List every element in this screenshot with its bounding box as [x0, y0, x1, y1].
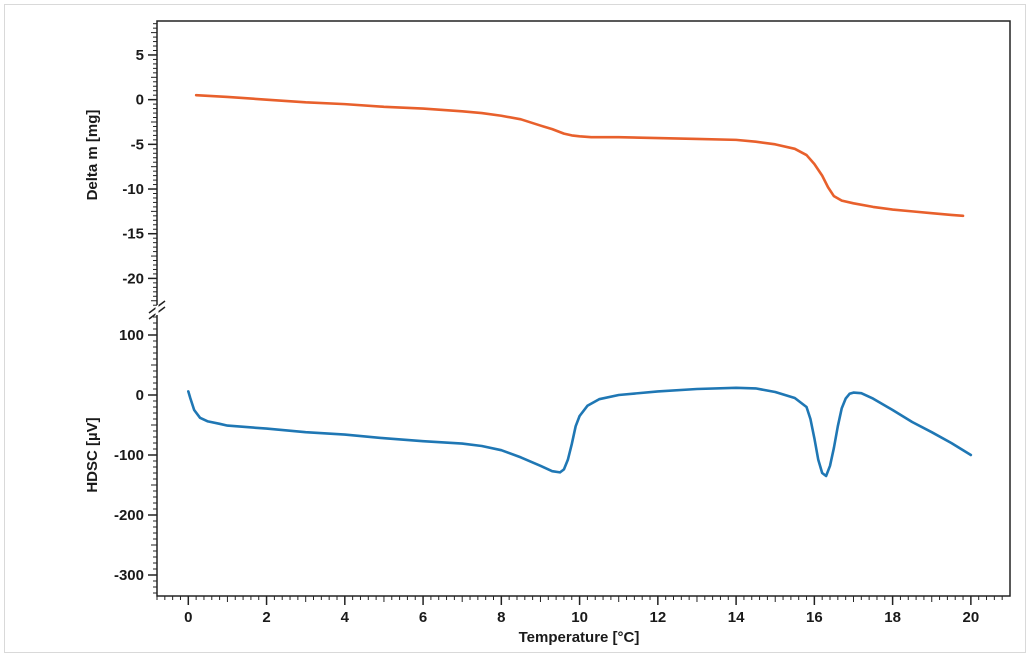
lower-y-tick-label: -100	[114, 447, 144, 464]
x-tick-label: 8	[497, 609, 505, 626]
chart-frame: Temperature [°C] Delta m [mg] HDSC [µV] …	[4, 4, 1026, 653]
lower-y-tick-label: -300	[114, 567, 144, 584]
upper-y-axis-title: Delta m [mg]	[84, 110, 101, 201]
x-tick-label: 20	[963, 609, 980, 626]
x-tick-label: 6	[419, 609, 427, 626]
x-tick-label: 14	[728, 609, 745, 626]
x-tick-label: 12	[650, 609, 667, 626]
hdsc-series-line	[187, 386, 973, 478]
tick-labels-layer: 0 2 4 6 8 10 12 14 16 18 20 5 0 -5 -10 -15 -20 100 0 -100 -2…	[114, 47, 979, 626]
lower-y-tick-label: 0	[136, 387, 144, 404]
delta-m-series-line	[194, 93, 965, 218]
x-tick-label: 4	[341, 609, 350, 626]
x-tick-label: 16	[806, 609, 823, 626]
upper-y-tick-label: -15	[122, 226, 144, 243]
plot-border	[156, 20, 1011, 597]
x-axis-title: Temperature [°C]	[519, 629, 640, 646]
lower-y-axis-title: HDSC [µV]	[84, 417, 101, 492]
upper-y-tick-label: 5	[136, 47, 144, 64]
upper-y-tick-label: 0	[136, 92, 144, 109]
x-tick-label: 0	[184, 609, 192, 626]
axis-break-mark	[148, 300, 166, 320]
x-tick-label: 10	[571, 609, 588, 626]
dual-panel-line-chart: Temperature [°C] Delta m [mg] HDSC [µV] …	[84, 20, 1011, 646]
ticks-layer	[148, 23, 1003, 605]
lower-y-tick-label: 100	[119, 327, 144, 344]
x-tick-label: 18	[884, 609, 901, 626]
upper-y-tick-label: -5	[131, 136, 144, 153]
x-tick-label: 2	[262, 609, 270, 626]
upper-y-tick-label: -20	[122, 270, 144, 287]
upper-y-tick-label: -10	[122, 181, 144, 198]
lower-y-tick-label: -200	[114, 507, 144, 524]
